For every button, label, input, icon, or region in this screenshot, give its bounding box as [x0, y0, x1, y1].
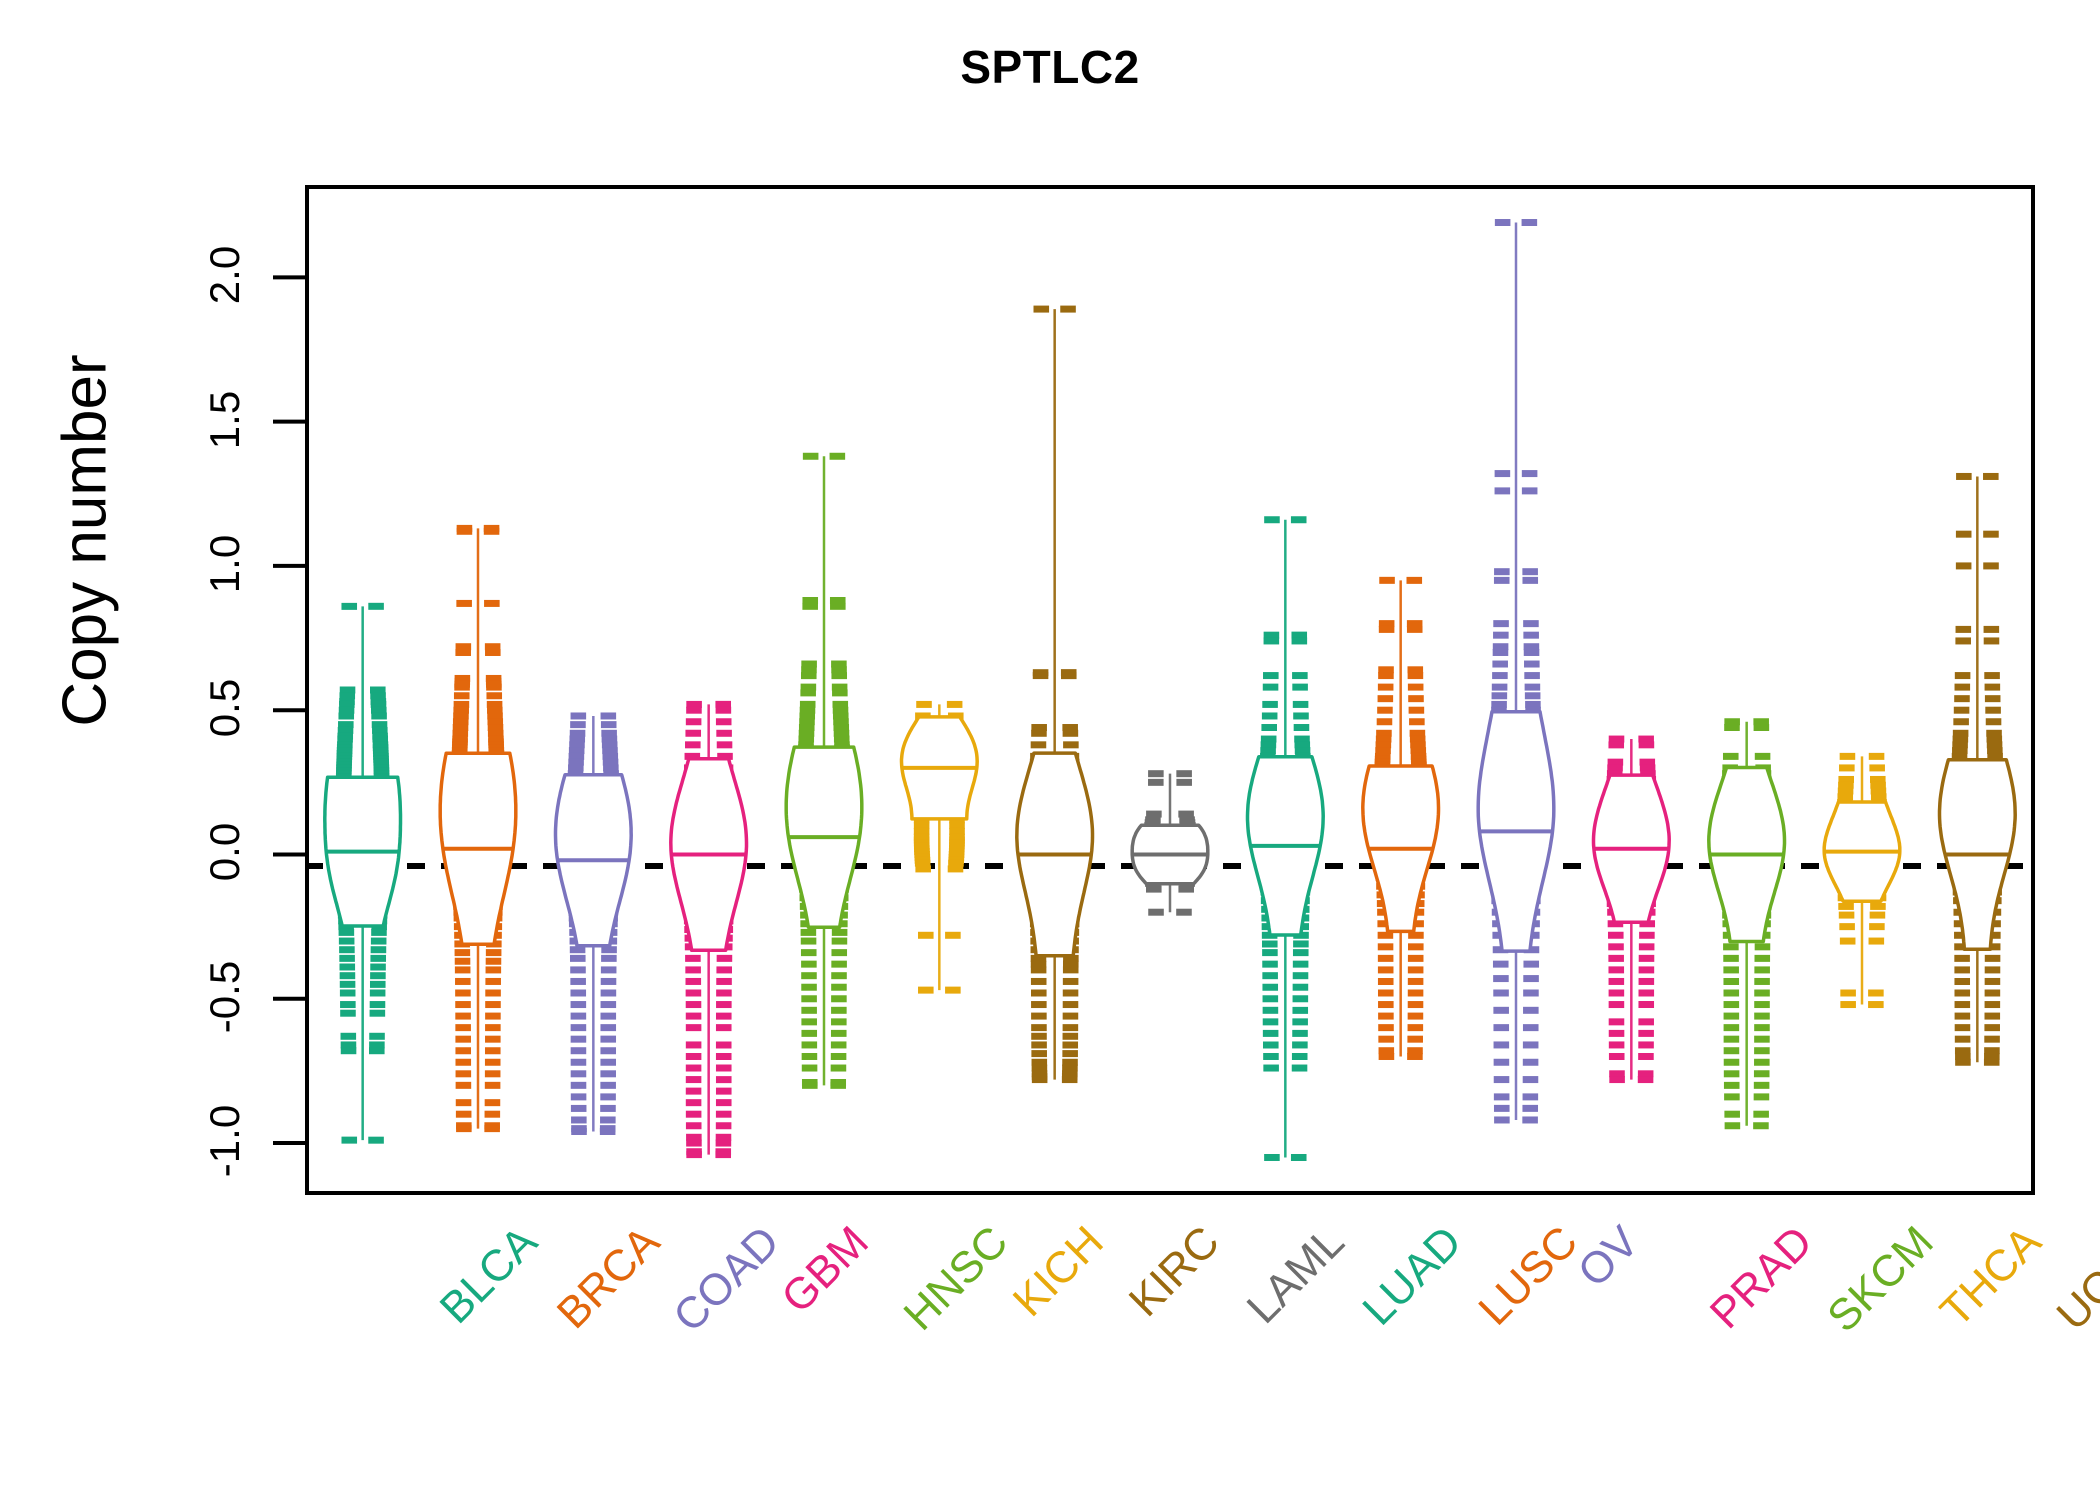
x-tick-label-blca: BLCA — [430, 1217, 547, 1333]
axis-ticks — [273, 275, 305, 1146]
y-tick-label: 1.5 — [201, 390, 248, 449]
x-tick-label-ov: OV — [1568, 1217, 1649, 1297]
y-tick-label: 1.0 — [201, 534, 248, 594]
x-tick-label-kirc: KIRC — [1119, 1217, 1229, 1326]
x-tick-label-lusc: LUSC — [1469, 1217, 1587, 1335]
page-title: SPTLC2 — [960, 41, 1140, 93]
x-tick-label-skcm: SKCM — [1817, 1217, 1943, 1342]
x-tick-label-kich: KICH — [1004, 1217, 1114, 1326]
y-axis-title: Copy number — [50, 354, 120, 727]
y-tick-label: 0.5 — [201, 679, 248, 738]
x-tick-label-laml: LAML — [1237, 1217, 1354, 1333]
plot-frame — [305, 185, 2035, 1195]
x-tick-label-ucec: UCEC — [2047, 1217, 2100, 1340]
x-tick-label-gbm: GBM — [772, 1217, 878, 1323]
y-tick-label: -0.5 — [201, 960, 248, 1033]
x-tick-label-coad: COAD — [664, 1217, 790, 1342]
x-tick-label-luad: LUAD — [1353, 1217, 1472, 1335]
x-tick-label-thca: THCA — [1931, 1217, 2051, 1337]
x-tick-label-brca: BRCA — [547, 1217, 669, 1339]
y-tick-label: 0.0 — [201, 823, 248, 882]
x-tick-label-hnsc: HNSC — [894, 1217, 1018, 1340]
y-tick-label: -1.0 — [201, 1104, 248, 1178]
x-tick-label-prad: PRAD — [1701, 1217, 1823, 1339]
y-tick-label: 2.0 — [201, 246, 248, 305]
